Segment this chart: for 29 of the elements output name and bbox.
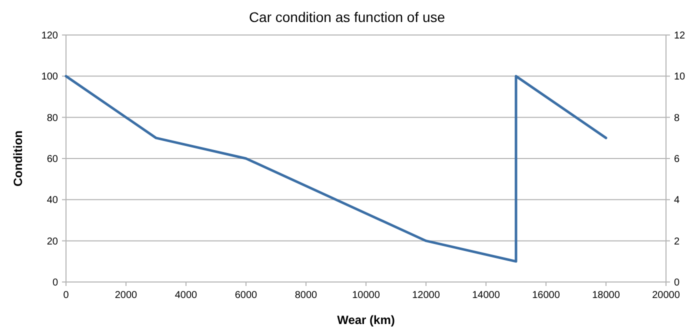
y2-tick-label: 0	[674, 278, 680, 288]
y-tick-label: 120	[41, 30, 58, 42]
x-tick-label: 6000	[234, 290, 258, 301]
x-tick-label: 20000	[652, 290, 680, 301]
x-axis-title: Wear (km)	[337, 313, 395, 327]
y2-tick-label: 12	[674, 30, 686, 42]
y-axis-title: Condition	[11, 130, 25, 186]
x-tick-label: 8000	[294, 290, 318, 301]
y-tick-label: 60	[46, 154, 58, 165]
x-tick-label: 12000	[412, 290, 440, 301]
x-tick-label: 16000	[532, 290, 560, 301]
y-tick-label: 20	[46, 236, 58, 248]
chart-title: Car condition as function of use	[248, 9, 446, 25]
y2-tick-label: 10	[674, 72, 686, 83]
x-tick-label: 4000	[174, 290, 198, 301]
x-tick-label: 0	[63, 290, 70, 301]
y-tick-label: 0	[52, 278, 58, 288]
y2-tick-label: 4	[674, 195, 680, 206]
x-tick-label: 10000	[352, 290, 380, 301]
x-tick-label: 18000	[592, 290, 620, 301]
x-tick-label: 14000	[472, 290, 500, 301]
y-tick-label: 100	[41, 72, 58, 83]
y-tick-label: 40	[46, 195, 58, 206]
y-tick-label: 80	[46, 112, 58, 124]
y2-tick-label: 2	[674, 236, 680, 248]
y2-tick-label: 6	[674, 154, 680, 165]
y2-tick-label: 8	[674, 112, 680, 124]
line-series	[64, 74, 608, 263]
x-tick-label: 2000	[114, 290, 138, 301]
